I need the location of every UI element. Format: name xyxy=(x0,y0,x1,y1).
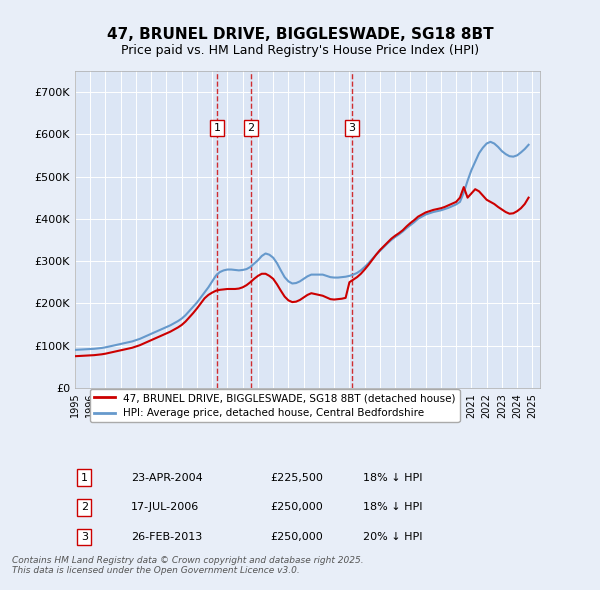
Text: 18% ↓ HPI: 18% ↓ HPI xyxy=(364,502,423,512)
Text: £225,500: £225,500 xyxy=(270,473,323,483)
Text: Contains HM Land Registry data © Crown copyright and database right 2025.
This d: Contains HM Land Registry data © Crown c… xyxy=(12,556,364,575)
Text: £250,000: £250,000 xyxy=(270,532,323,542)
Text: 17-JUL-2006: 17-JUL-2006 xyxy=(131,502,199,512)
Text: 1: 1 xyxy=(214,123,220,133)
Text: 20% ↓ HPI: 20% ↓ HPI xyxy=(364,532,423,542)
Text: 23-APR-2004: 23-APR-2004 xyxy=(131,473,203,483)
Text: 2: 2 xyxy=(247,123,254,133)
Text: Price paid vs. HM Land Registry's House Price Index (HPI): Price paid vs. HM Land Registry's House … xyxy=(121,44,479,57)
Text: 2: 2 xyxy=(81,502,88,512)
Text: 47, BRUNEL DRIVE, BIGGLESWADE, SG18 8BT: 47, BRUNEL DRIVE, BIGGLESWADE, SG18 8BT xyxy=(107,27,493,41)
Text: 3: 3 xyxy=(348,123,355,133)
Text: £250,000: £250,000 xyxy=(270,502,323,512)
Text: 18% ↓ HPI: 18% ↓ HPI xyxy=(364,473,423,483)
Legend: 47, BRUNEL DRIVE, BIGGLESWADE, SG18 8BT (detached house), HPI: Average price, de: 47, BRUNEL DRIVE, BIGGLESWADE, SG18 8BT … xyxy=(89,389,460,422)
Text: 1: 1 xyxy=(81,473,88,483)
Text: 3: 3 xyxy=(81,532,88,542)
Text: 26-FEB-2013: 26-FEB-2013 xyxy=(131,532,202,542)
